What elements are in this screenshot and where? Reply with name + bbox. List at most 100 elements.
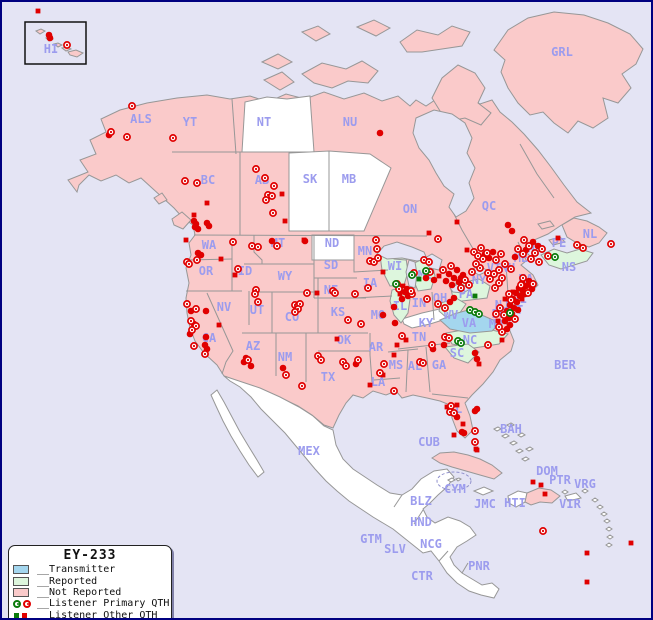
listener-other-marker [416, 276, 422, 282]
listener-cluster-marker [390, 303, 398, 311]
jamaica [472, 486, 495, 496]
listener-primary-marker [373, 245, 381, 253]
listener-cluster-marker [489, 248, 497, 256]
listener-primary-marker [169, 134, 177, 142]
region-label-dom: DOM [536, 464, 558, 478]
listener-cluster-marker [440, 341, 448, 349]
listener-other-marker [495, 318, 501, 324]
listener-other-marker [279, 191, 285, 197]
listener-other-marker [472, 293, 478, 299]
region-label-ncg: NCG [420, 537, 442, 551]
region-label-ns: NS [562, 260, 576, 274]
listener-primary-marker [423, 295, 431, 303]
listener-primary-marker [183, 300, 191, 308]
listener-primary-marker [491, 284, 499, 292]
listener-cluster-marker [504, 221, 512, 229]
listener-cluster-marker [202, 333, 210, 341]
listener-other-marker [397, 291, 403, 297]
listener-other-marker [216, 322, 222, 328]
region-label-nv: NV [217, 300, 231, 314]
region-label-bc: BC [201, 173, 215, 187]
listener-other-marker [628, 540, 634, 546]
listener-primary-marker [107, 128, 115, 136]
listener-other-marker [530, 479, 536, 485]
listener-primary-marker [181, 177, 189, 185]
listener-primary-marker [506, 309, 514, 317]
listener-primary-marker [128, 102, 136, 110]
listener-cluster-marker [194, 225, 202, 233]
listener-primary-marker [457, 339, 465, 347]
listener-primary-marker [441, 304, 449, 312]
listener-other-marker [476, 361, 482, 367]
region-label-wi: WI [388, 259, 402, 273]
listener-primary-marker [303, 289, 311, 297]
listener-primary-marker [483, 249, 491, 257]
region-label-ber: BER [554, 358, 576, 372]
region-label-nl: NL [583, 227, 597, 241]
listener-cluster-marker [391, 319, 399, 327]
listener-primary-marker [380, 360, 388, 368]
listener-primary-marker [529, 280, 537, 288]
legend-label: __Transmitter [37, 564, 116, 576]
listener-primary-marker [519, 250, 527, 258]
listener-other-marker [35, 8, 41, 14]
listener-cluster-marker [450, 274, 458, 282]
region-label-tn: TN [412, 330, 426, 344]
listener-primary-marker [419, 359, 427, 367]
legend-label: __Reported [37, 575, 98, 587]
region-label-hi: HI [44, 42, 58, 56]
arctic-island [300, 25, 331, 42]
listener-other-marker [454, 219, 460, 225]
region-label-ctr: CTR [411, 569, 433, 583]
dominican-republic [524, 487, 561, 506]
listener-other-marker [314, 290, 320, 296]
region-label-tx: TX [321, 370, 336, 384]
listener-primary-marker [445, 334, 453, 342]
listener-other-marker [334, 336, 340, 342]
listener-primary-marker [492, 310, 500, 318]
listener-primary-marker [374, 254, 382, 262]
listener-primary-marker [525, 242, 533, 250]
listener-primary-marker [447, 262, 455, 270]
listener-primary-marker [505, 290, 513, 298]
listener-cluster-marker [398, 295, 406, 303]
listener-cluster-marker [442, 277, 450, 285]
listener-primary-marker [188, 326, 196, 334]
listener-other-marker [542, 491, 548, 497]
listener-other-marker [584, 579, 590, 585]
listener-primary-marker [376, 369, 384, 377]
listener-primary-marker [461, 276, 469, 284]
listener-primary-marker [364, 284, 372, 292]
listener-primary-marker [573, 241, 581, 249]
listener-cluster-marker [205, 222, 213, 230]
region-sk [288, 150, 330, 232]
region-mb [328, 150, 392, 232]
region-label-vrg: VRG [574, 477, 596, 491]
anticosti-island [537, 220, 555, 230]
primary-qth-circles-icon [13, 599, 37, 608]
listener-primary-marker [539, 527, 547, 535]
region-label-nc: NC [463, 333, 477, 347]
listener-primary-marker [607, 240, 615, 248]
listener-primary-marker [407, 287, 415, 295]
listener-primary-marker [398, 332, 406, 340]
listener-primary-marker [535, 258, 543, 266]
hudson-bay [412, 109, 476, 218]
listener-cluster-marker [453, 266, 461, 274]
listener-primary-marker [193, 179, 201, 187]
listener-cluster-marker [197, 251, 205, 259]
listener-primary-marker [291, 308, 299, 316]
region-label-gtm: GTM [360, 532, 382, 546]
region-label-qc: QC [482, 199, 496, 213]
listener-primary-marker [244, 356, 252, 364]
region-label-hnd: HND [410, 515, 432, 529]
region-label-ny: NY [472, 273, 487, 287]
listener-other-marker [502, 296, 508, 302]
listener-primary-marker [484, 341, 492, 349]
greenland [493, 11, 644, 134]
listener-other-marker [555, 235, 561, 241]
listener-other-marker [403, 337, 409, 343]
arctic-island [260, 53, 294, 70]
listener-other-marker [499, 337, 505, 343]
